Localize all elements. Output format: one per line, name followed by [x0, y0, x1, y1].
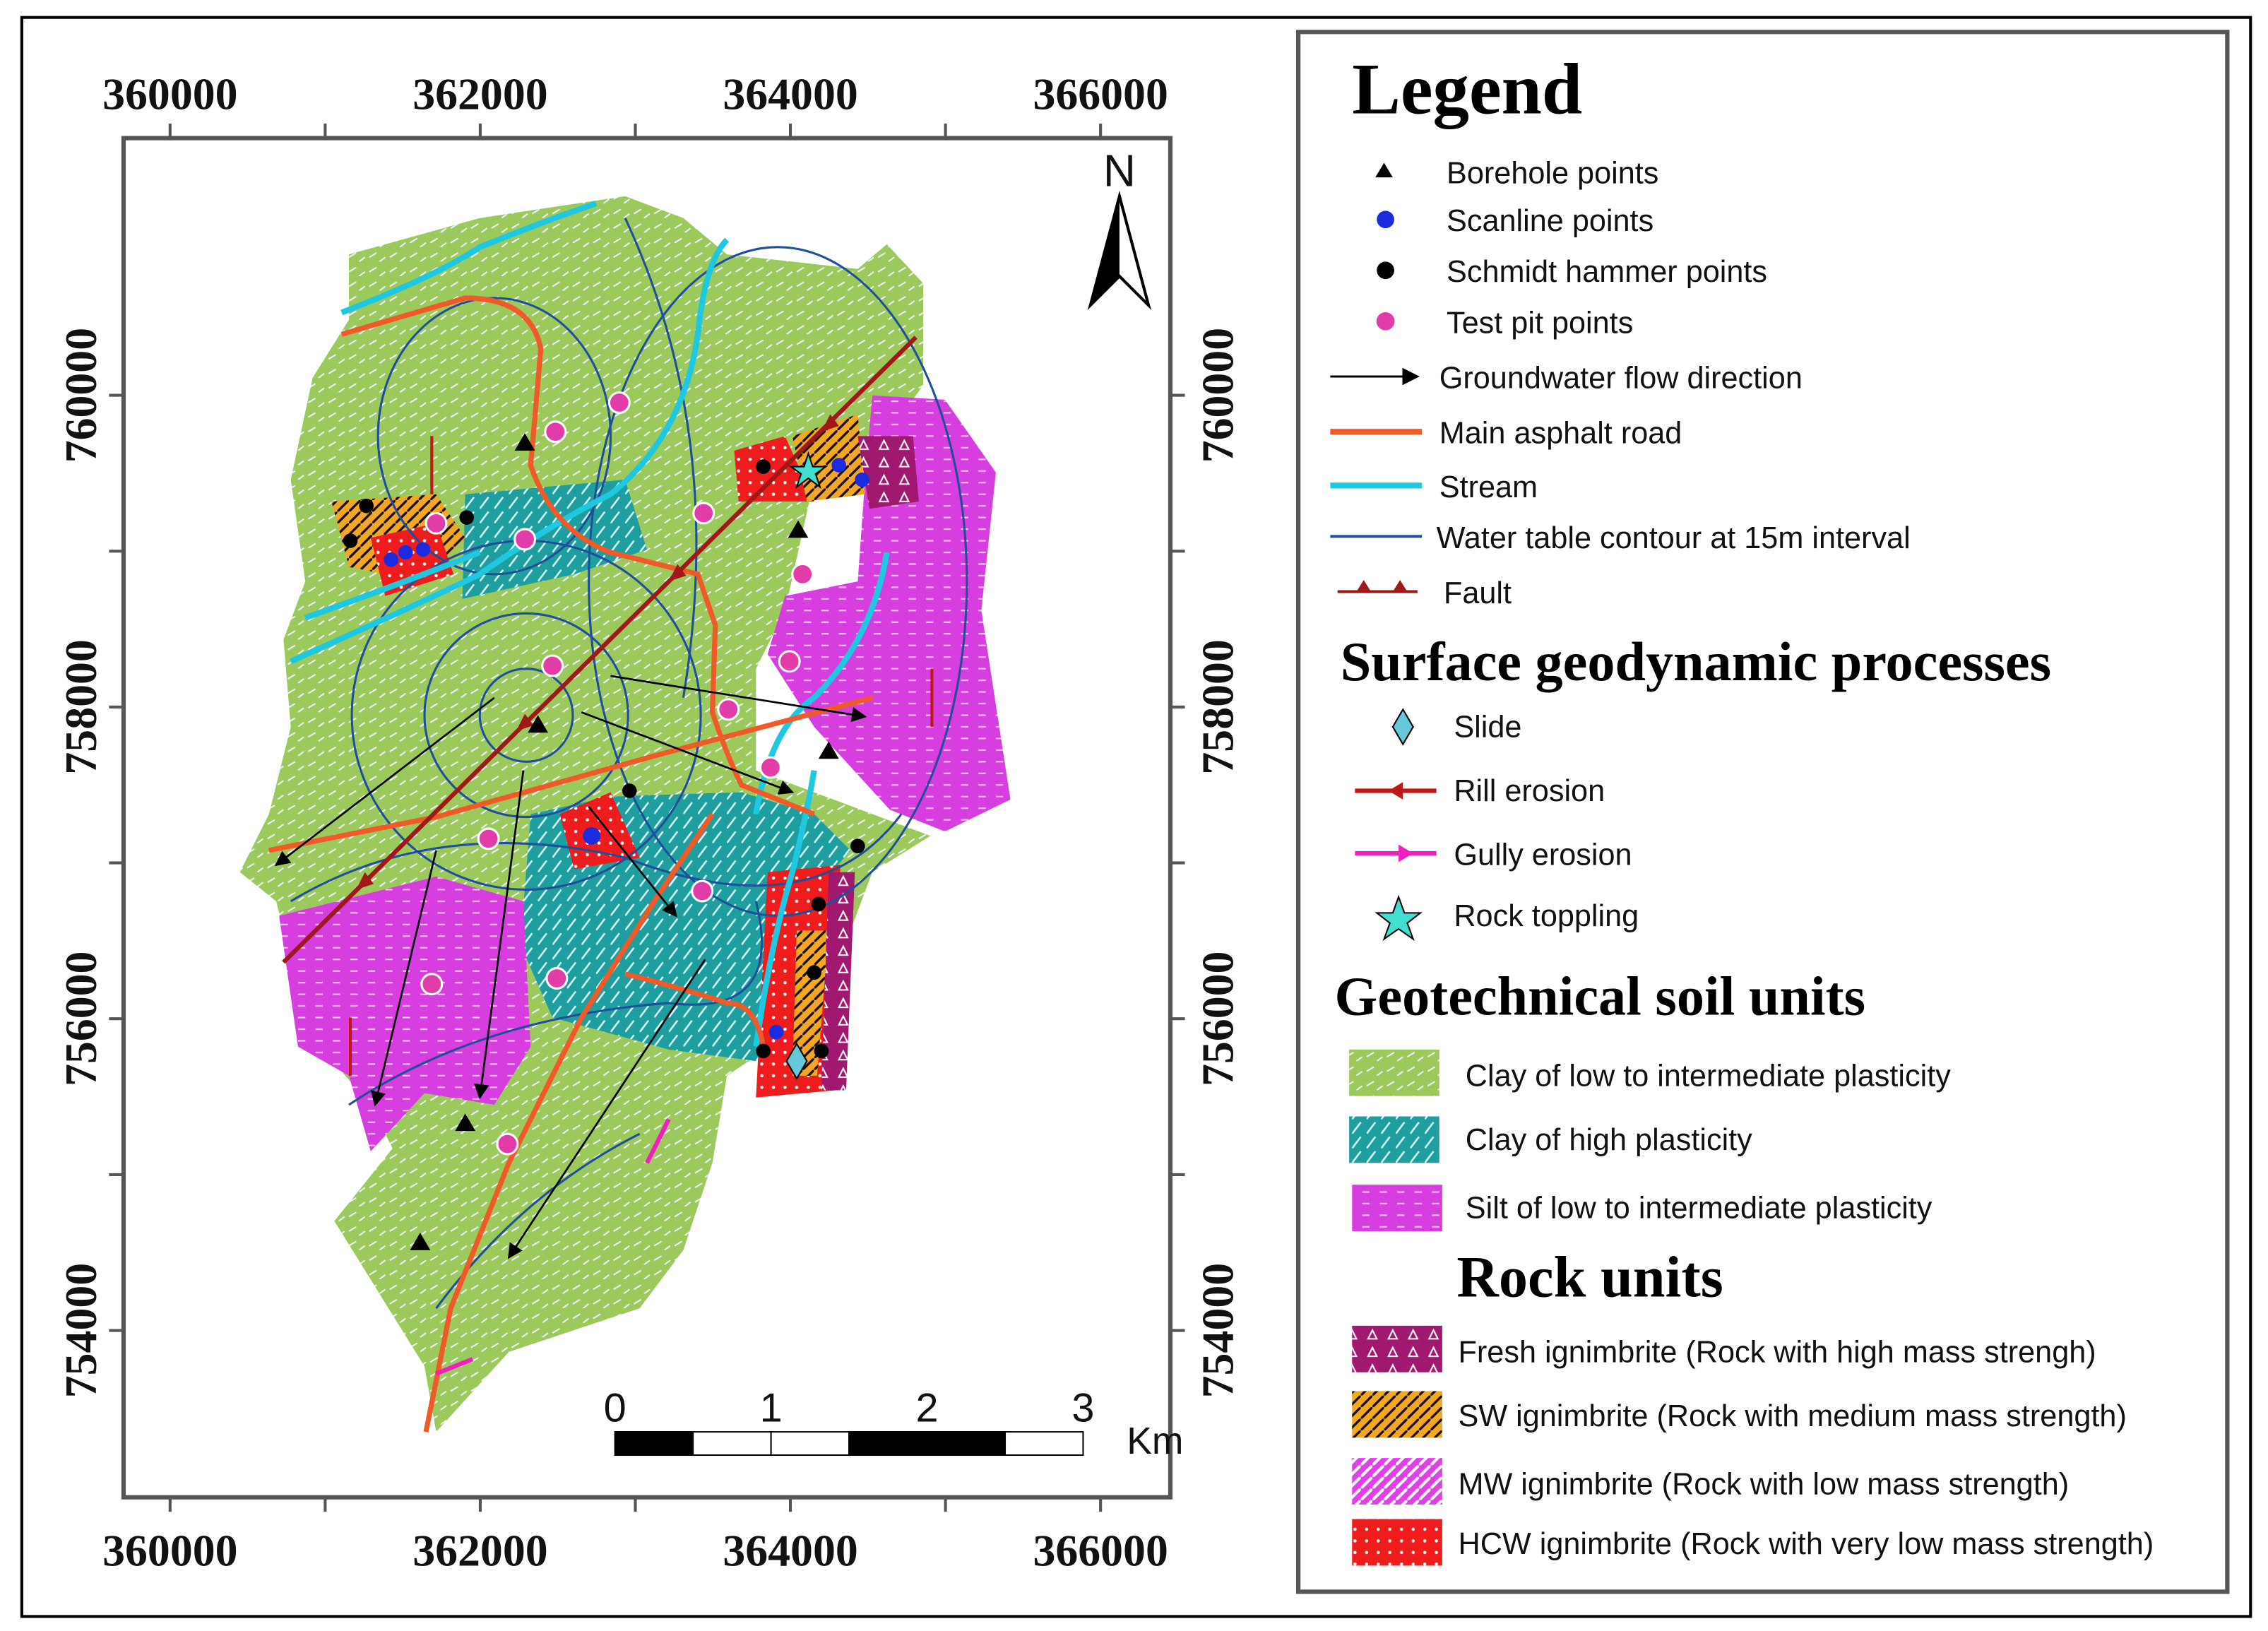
- legend-item: Water table contour at 15m interval: [1437, 521, 1911, 555]
- toppling: [788, 451, 829, 490]
- scanline-points: [384, 458, 869, 1040]
- scale-segment: [614, 1431, 694, 1457]
- x-tick-label: 364000: [723, 1525, 857, 1575]
- legend-item: MW ignimbrite (Rock with low mass streng…: [1459, 1468, 2070, 1502]
- roads: [268, 295, 873, 1433]
- legend-item: HCW ignimbrite (Rock with very low mass …: [1459, 1527, 2154, 1561]
- rill: [348, 436, 934, 1076]
- y-tick-label: 758000: [56, 639, 106, 774]
- x-tick-label: 366000: [1033, 1525, 1168, 1575]
- scale-label: 3: [1071, 1386, 1094, 1431]
- legend-item: Schmidt hammer points: [1447, 255, 1767, 289]
- legend-item: Test pit points: [1447, 306, 1633, 340]
- scale-segment: [848, 1431, 928, 1457]
- legend-item: Stream: [1439, 470, 1538, 504]
- x-tick-label: 362000: [412, 1525, 547, 1575]
- legend-item: Clay of high plasticity: [1466, 1123, 1752, 1157]
- legend-item: SW ignimbrite (Rock with medium mass str…: [1459, 1399, 2127, 1433]
- scale-segment: [770, 1431, 850, 1457]
- y-tick-label: 760000: [1192, 328, 1242, 463]
- flow-arrows: [274, 675, 867, 1259]
- gully: [435, 1118, 671, 1376]
- map: N Km: [121, 136, 1183, 1500]
- scale-label: 1: [760, 1386, 783, 1431]
- legend-item: Slide: [1454, 710, 1521, 744]
- fresh-ignimbrite: [821, 872, 855, 1091]
- y-tick-label: 756000: [56, 951, 106, 1086]
- scale-segment: [692, 1431, 772, 1457]
- x-tick-label: 362000: [412, 69, 547, 119]
- schmidt-points: [343, 459, 865, 1059]
- x-tick-label: 366000: [1033, 69, 1168, 119]
- y-tick-label: 758000: [1192, 639, 1242, 774]
- y-tick-label: 756000: [1192, 951, 1242, 1086]
- legend-title: Legend: [1352, 49, 1582, 130]
- north-label: N: [1103, 145, 1136, 196]
- scale-label: 2: [916, 1386, 939, 1431]
- y-tick-label: 754000: [1192, 1263, 1242, 1398]
- slide: [785, 1042, 808, 1081]
- legend-item: Clay of low to intermediate plasticity: [1466, 1059, 1951, 1093]
- hcw-ignimbrite: [370, 523, 454, 596]
- y-tick-label: 754000: [56, 1263, 106, 1398]
- legend-item: Fault: [1444, 576, 1512, 610]
- scale-segment: [926, 1431, 1007, 1457]
- x-tick-label: 360000: [102, 69, 237, 119]
- sw-ignimbrite: [792, 930, 829, 1076]
- x-tick-label: 364000: [723, 69, 857, 119]
- scale-label: 0: [604, 1386, 627, 1431]
- scale-segment: [1004, 1431, 1084, 1457]
- legend-item: Borehole points: [1447, 156, 1658, 190]
- legend-item: Rill erosion: [1454, 774, 1605, 808]
- legend-box: [1296, 30, 2230, 1594]
- boreholes: [410, 433, 839, 1250]
- legend-item: Rock toppling: [1454, 899, 1639, 933]
- section-title: Rock units: [1456, 1245, 1723, 1310]
- legend-symbols: [1330, 162, 1442, 1566]
- legend-item: Fresh ignimbrite (Rock with high mass st…: [1459, 1335, 2096, 1369]
- legend-item: Silt of low to intermediate plasticity: [1466, 1192, 1932, 1226]
- section-title: Surface geodynamic processes: [1341, 631, 2051, 692]
- hcw-ignimbrite: [734, 436, 814, 502]
- outer-border: [20, 16, 2252, 1618]
- legend-item: Scanline points: [1447, 204, 1653, 238]
- legend-item: Main asphalt road: [1439, 417, 1682, 451]
- test-pits: [420, 391, 814, 1156]
- legend-item: Gully erosion: [1454, 838, 1632, 872]
- scale-unit: Km: [1127, 1421, 1183, 1462]
- legend-item: Groundwater flow direction: [1439, 361, 1803, 395]
- fresh-ignimbrite: [857, 436, 919, 509]
- section-title: Geotechnical soil units: [1335, 965, 1866, 1026]
- clay-high-plasticity: [462, 480, 647, 599]
- x-tick-label: 360000: [102, 1525, 237, 1575]
- silt: [279, 876, 531, 1151]
- y-tick-label: 760000: [56, 328, 106, 463]
